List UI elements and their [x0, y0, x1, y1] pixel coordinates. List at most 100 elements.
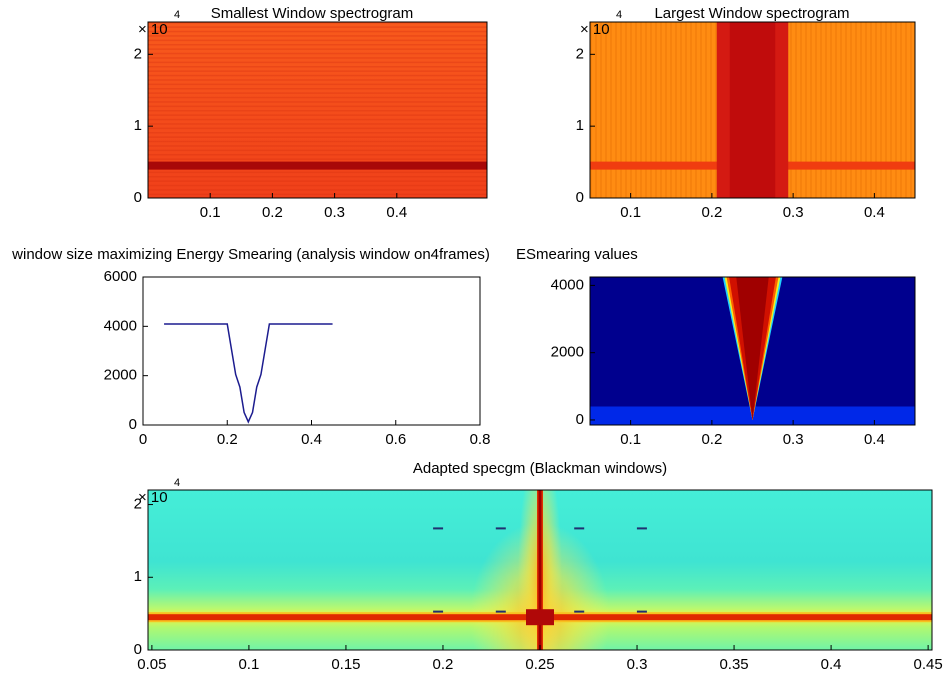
- heatmap-stripe: [148, 101, 487, 103]
- y-tick-label: 4000: [551, 276, 584, 293]
- y-tick-label: 1: [134, 568, 142, 585]
- x-tick-label: 0.45: [914, 656, 943, 673]
- y-tick-label: 2: [576, 45, 584, 62]
- x-tick-label: 0.4: [301, 431, 322, 448]
- heatmap-stripe: [865, 22, 867, 198]
- heatmap-stripe: [148, 105, 487, 108]
- heatmap-stripe: [815, 22, 817, 198]
- heatmap-stripe: [148, 57, 487, 59]
- heatmap-stripe: [148, 83, 487, 86]
- x-tick-label: 0.1: [620, 204, 641, 221]
- heatmap-stripe: [590, 22, 592, 198]
- x-tick-label: 0.3: [783, 204, 804, 221]
- plot-area: [148, 490, 932, 650]
- heatmap-stripe: [895, 22, 897, 198]
- heatmap-stripe: [148, 30, 487, 33]
- y-tick-label: 2: [134, 496, 142, 513]
- chart-title: ESmearing values: [516, 246, 638, 263]
- heatmap-stripe: [795, 22, 797, 198]
- heatmap-stripe: [790, 22, 792, 198]
- heatmap-dash: [495, 527, 506, 530]
- heatmap-stripe: [900, 22, 902, 198]
- heatmap-stripe: [885, 22, 887, 198]
- chart-title: Largest Window spectrogram: [654, 5, 849, 22]
- heatmap-stripe: [148, 132, 487, 134]
- x-tick-label: 0.4: [864, 204, 885, 221]
- heatmap-stripe: [148, 145, 487, 147]
- y-tick-label: 6000: [104, 268, 137, 285]
- heatmap-stripe: [148, 193, 487, 196]
- x-tick-label: 0.2: [701, 431, 722, 448]
- heatmap-stripe: [905, 22, 907, 198]
- heatmap-stripe: [148, 61, 487, 64]
- heatmap-stripe: [650, 22, 652, 198]
- heatmap-stripe: [655, 22, 657, 198]
- heatmap-stripe: [810, 22, 812, 198]
- y-tick-label: 1: [576, 117, 584, 134]
- heatmap-stripe: [148, 171, 487, 174]
- heatmap-stripe: [830, 22, 832, 198]
- heatmap-stripe: [605, 22, 607, 198]
- heatmap-stripe: [148, 22, 487, 24]
- heatmap-stripe: [700, 22, 702, 198]
- heatmap-stripe: [148, 70, 487, 72]
- y-exponent: 4: [616, 9, 622, 21]
- heatmap-stripe: [695, 22, 697, 198]
- heatmap-stripe: [148, 39, 487, 42]
- x-tick-label: 0.25: [525, 656, 554, 673]
- x-tick-label: 0.8: [470, 431, 491, 448]
- heatmap-dash: [433, 610, 444, 613]
- heatmap-stripe: [595, 22, 597, 198]
- plot-area: [590, 22, 915, 198]
- heatmap-stripe: [148, 88, 487, 90]
- y-exponent: 4: [174, 9, 180, 21]
- heatmap-wedge: [736, 277, 769, 420]
- x-tick-label: 0.3: [627, 656, 648, 673]
- heatmap-line: [148, 161, 487, 170]
- heatmap-dash: [574, 527, 585, 530]
- heatmap-stripe: [890, 22, 892, 198]
- heatmap-stripe: [675, 22, 677, 198]
- heatmap-stripe: [855, 22, 857, 198]
- x-tick-label: 0.1: [238, 656, 259, 673]
- heatmap-stripe: [640, 22, 642, 198]
- heatmap-stripe: [910, 22, 912, 198]
- heatmap-stripe: [850, 22, 852, 198]
- heatmap-stripe: [880, 22, 882, 198]
- x-tick-label: 0.6: [385, 431, 406, 448]
- heatmap-stripe: [620, 22, 622, 198]
- axes-background: [143, 277, 480, 425]
- heatmap-stripe: [685, 22, 687, 198]
- heatmap-stripe: [630, 22, 632, 198]
- heatmap-stripe: [148, 48, 487, 50]
- heatmap-stripe: [610, 22, 612, 198]
- heatmap-stripe: [148, 26, 487, 28]
- x-tick-label: 0.3: [783, 431, 804, 448]
- heatmap-stripe: [148, 52, 487, 55]
- heatmap-stripe: [148, 114, 487, 116]
- y-tick-label: 1: [134, 117, 142, 134]
- heatmap-stripe: [840, 22, 842, 198]
- heatmap-stripe: [715, 22, 717, 198]
- y-tick-label: 0: [576, 411, 584, 428]
- heatmap-stripe: [148, 149, 487, 152]
- heatmap-stripe: [148, 123, 487, 125]
- x-tick-label: 0.1: [620, 431, 641, 448]
- heatmap-stripe: [600, 22, 602, 198]
- x-tick-label: 0.15: [331, 656, 360, 673]
- heatmap-stripe: [148, 92, 487, 94]
- heatmap-stripe: [875, 22, 877, 198]
- heatmap-stripe: [805, 22, 807, 198]
- heatmap-stripe: [710, 22, 712, 198]
- chart-title: Adapted specgm (Blackman windows): [413, 460, 667, 477]
- heatmap-stripe: [835, 22, 837, 198]
- axes-frame: [589, 276, 916, 426]
- heatmap-stripe: [615, 22, 617, 198]
- axes-frame: [147, 21, 488, 199]
- heatmap-stripe: [825, 22, 827, 198]
- heatmap-stripe: [625, 22, 627, 198]
- x-tick-label: 0.2: [433, 656, 454, 673]
- x-tick-label: 0.4: [386, 204, 407, 221]
- heatmap-stripe: [148, 140, 487, 143]
